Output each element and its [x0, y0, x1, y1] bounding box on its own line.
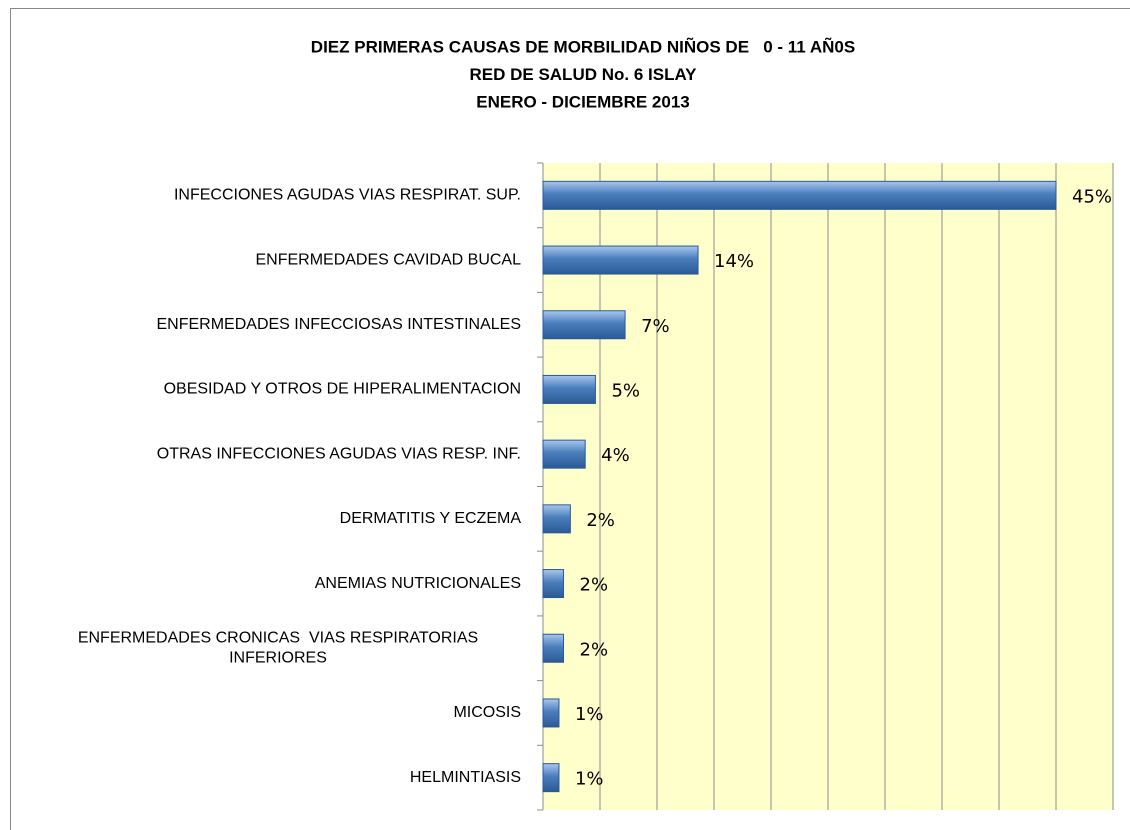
bar	[542, 698, 560, 728]
y-tick-label: MICOSIS	[453, 704, 521, 721]
data-label: 14%	[714, 251, 754, 272]
data-label: 45%	[1072, 186, 1112, 207]
data-label: 2%	[580, 575, 609, 596]
y-tick-label: INFECCIONES AGUDAS VIAS RESPIRAT. SUP.	[174, 187, 521, 204]
chart-title: RED DE SALUD No. 6 ISLAY	[469, 65, 697, 84]
bar	[542, 763, 560, 793]
y-tick-label: DERMATITIS Y ECZEMA	[340, 510, 522, 527]
y-tick-label: OTRAS INFECCIONES AGUDAS VIAS RESP. INF.	[157, 445, 521, 462]
data-label: 1%	[575, 704, 604, 725]
chart-title: DIEZ PRIMERAS CAUSAS DE MORBILIDAD NIÑOS…	[311, 36, 855, 56]
chart-title: ENERO - DICIEMBRE 2013	[476, 92, 690, 111]
y-tick-label: ANEMIAS NUTRICIONALES	[315, 575, 521, 592]
data-label: 5%	[611, 380, 640, 401]
y-tick-label: OBESIDAD Y OTROS DE HIPERALIMENTACION	[164, 381, 521, 398]
data-label: 7%	[641, 316, 670, 337]
y-tick-label: ENFERMEDADES CRONICAS VIAS RESPIRATORIAS…	[78, 629, 478, 666]
data-label: 2%	[580, 639, 609, 660]
data-label: 1%	[575, 769, 604, 790]
bar	[542, 245, 699, 275]
bar	[542, 180, 1057, 210]
bar	[542, 633, 565, 663]
data-label: 4%	[601, 445, 630, 466]
bar	[542, 310, 626, 340]
data-label: 2%	[586, 510, 615, 531]
y-tick-label: ENFERMEDADES CAVIDAD BUCAL	[255, 251, 521, 268]
y-tick-label: ENFERMEDADES INFECCIOSAS INTESTINALES	[156, 316, 521, 333]
bar	[542, 504, 571, 534]
y-tick-label: HELMINTIASIS	[410, 769, 521, 786]
bar	[542, 569, 565, 599]
bar	[542, 374, 596, 404]
bar	[542, 439, 586, 469]
